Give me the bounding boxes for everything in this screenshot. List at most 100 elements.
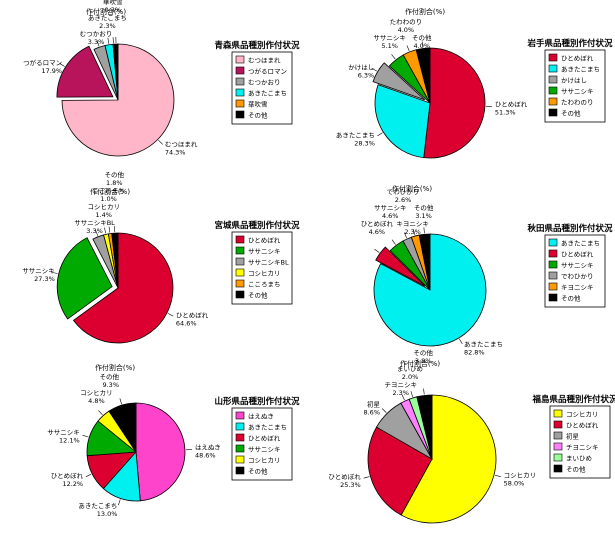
leader-line (168, 313, 173, 316)
slice-label-name: あきたこまち (78, 502, 117, 510)
legend-label-0: コシヒカリ (566, 411, 599, 419)
slice-label-pct: 4.0% (398, 26, 415, 34)
slice-label-pct: 82.8% (464, 349, 485, 357)
legend-title: 青森県品種別作付状況 (214, 40, 300, 51)
slice-label-pct: 1.4% (95, 211, 112, 219)
legend-swatch-2 (236, 258, 244, 265)
legend-swatch-0 (554, 410, 562, 417)
slice-label-name: チヨニシキ (384, 381, 417, 389)
slice-label-name: その他 (100, 372, 120, 381)
legend-swatch-4 (236, 100, 244, 107)
slice-label-name: はえぬき (195, 443, 221, 451)
chart-title: 作付割合(%) (405, 7, 445, 16)
leader-line (86, 474, 91, 477)
legend-swatch-2 (236, 434, 244, 441)
legend-label-2: ひとめぼれ (248, 435, 281, 443)
slice-label-name: ひとめぼれ (51, 472, 84, 480)
leader-line (392, 240, 396, 245)
legend-label-1: あきたこまち (561, 66, 600, 74)
legend-swatch-3 (554, 443, 562, 450)
legend-swatch-4 (554, 454, 562, 461)
slice-label-pct: 1.8% (106, 179, 123, 187)
legend-label-3: コシヒカリ (248, 270, 281, 278)
legend-label-3: チヨニシキ (566, 444, 599, 452)
slice-label-pct: 1.0% (100, 195, 117, 203)
leader-line (108, 38, 109, 44)
slice-label-pct: 3.1% (415, 212, 432, 220)
legend-swatch-4 (549, 98, 557, 105)
legend-label-5: その他 (248, 291, 268, 300)
legend-label-4: こころまち (248, 281, 281, 289)
slice-label-name: その他 (414, 203, 434, 212)
slice-label-pct: 51.3% (495, 109, 516, 117)
legend-swatch-1 (236, 247, 244, 254)
slice-label-pct: 12.2% (62, 480, 83, 488)
slice-label-pct: 5.1% (381, 42, 398, 50)
legend-label-3: ササニシキ (561, 88, 594, 96)
slice-label-name: ひとめぼれ (328, 473, 361, 481)
legend-swatch-5 (549, 294, 557, 301)
legend-swatch-1 (236, 423, 244, 430)
slice-label-name: でわひかり (387, 188, 420, 196)
legend-title: 宮城県品種別作付状況 (214, 220, 300, 231)
legend-label-1: ササニシキ (248, 248, 281, 256)
legend-label-2: ササニシキBL (248, 259, 289, 267)
slice-label-name: むつほまれ (165, 141, 198, 149)
legend-swatch-3 (549, 87, 557, 94)
legend-swatch-4 (236, 456, 244, 463)
chart-title: 作付割合(%) (95, 363, 135, 372)
slice-label-pct: 8.6% (363, 408, 380, 416)
slice-label-pct: 3.3% (88, 38, 105, 46)
legend-label-0: ひとめぼれ (248, 237, 281, 245)
legend-label-4: 華吹雪 (248, 100, 268, 109)
slice-label-pct: 74.3% (165, 149, 186, 157)
slice-label-pct: 2.3% (99, 22, 116, 30)
leader-line (120, 398, 122, 404)
legend-title: 山形県品種別作付状況 (214, 396, 300, 407)
leader-line (364, 477, 370, 479)
leader-line (392, 54, 396, 59)
slice-label-name: こころまち (92, 187, 125, 195)
legend-label-5: その他 (566, 465, 586, 474)
legend-swatch-1 (554, 421, 562, 428)
legend-label-5: その他 (561, 294, 581, 303)
legend-swatch-3 (236, 269, 244, 276)
slice-label-pct: 3.8% (415, 357, 432, 365)
legend-label-4: コシヒカリ (248, 457, 281, 465)
legend-swatch-0 (236, 236, 244, 243)
slice-label-name: その他 (105, 170, 125, 179)
slice-label-pct: 2.3% (404, 228, 421, 236)
slice-label-name: 初星 (367, 399, 381, 408)
legend-swatch-5 (236, 467, 244, 474)
slice-label-pct: 2.6% (395, 196, 412, 204)
legend-label-1: ひとめぼれ (561, 251, 594, 259)
slice-label-pct: 48.6% (195, 451, 216, 459)
slice-label-name: ササニシキ (373, 34, 406, 42)
leader-line (424, 227, 425, 233)
leader-line (407, 45, 409, 51)
legend-swatch-2 (549, 261, 557, 268)
